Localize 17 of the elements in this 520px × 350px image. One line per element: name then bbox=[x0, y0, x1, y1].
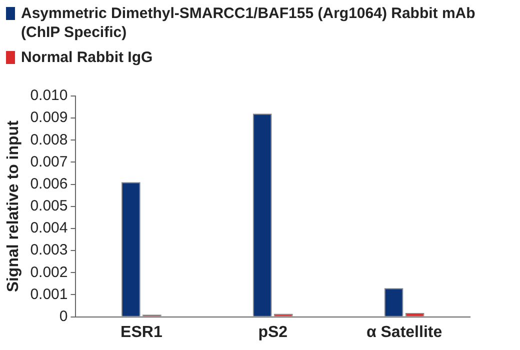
y-tick-label: 0.002 bbox=[30, 264, 68, 281]
y-tick-label: 0.003 bbox=[30, 242, 68, 259]
y-tick-label: 0.009 bbox=[30, 109, 68, 126]
legend-label: Asymmetric Dimethyl-SMARCC1/BAF155 (Arg1064) Rabbit mAb (ChIP Specific) bbox=[21, 4, 476, 42]
y-tick-label: 0 bbox=[59, 308, 68, 325]
y-tick-label: 0.005 bbox=[30, 198, 68, 215]
x-tick-label: α Satellite bbox=[366, 324, 442, 341]
y-axis-title: Signal relative to input bbox=[5, 120, 22, 292]
x-tick-label: pS2 bbox=[258, 324, 288, 341]
legend-label: Normal Rabbit IgG bbox=[21, 48, 153, 67]
y-tick-label: 0.004 bbox=[30, 220, 68, 237]
y-tick-label: 0.007 bbox=[30, 153, 68, 170]
y-tick-label: 0.010 bbox=[30, 87, 68, 104]
y-tick-label: 0.008 bbox=[30, 131, 68, 148]
y-tick-label: 0.001 bbox=[30, 286, 68, 303]
x-tick-label: ESR1 bbox=[120, 324, 162, 341]
y-tick-label: 0.006 bbox=[30, 175, 68, 192]
